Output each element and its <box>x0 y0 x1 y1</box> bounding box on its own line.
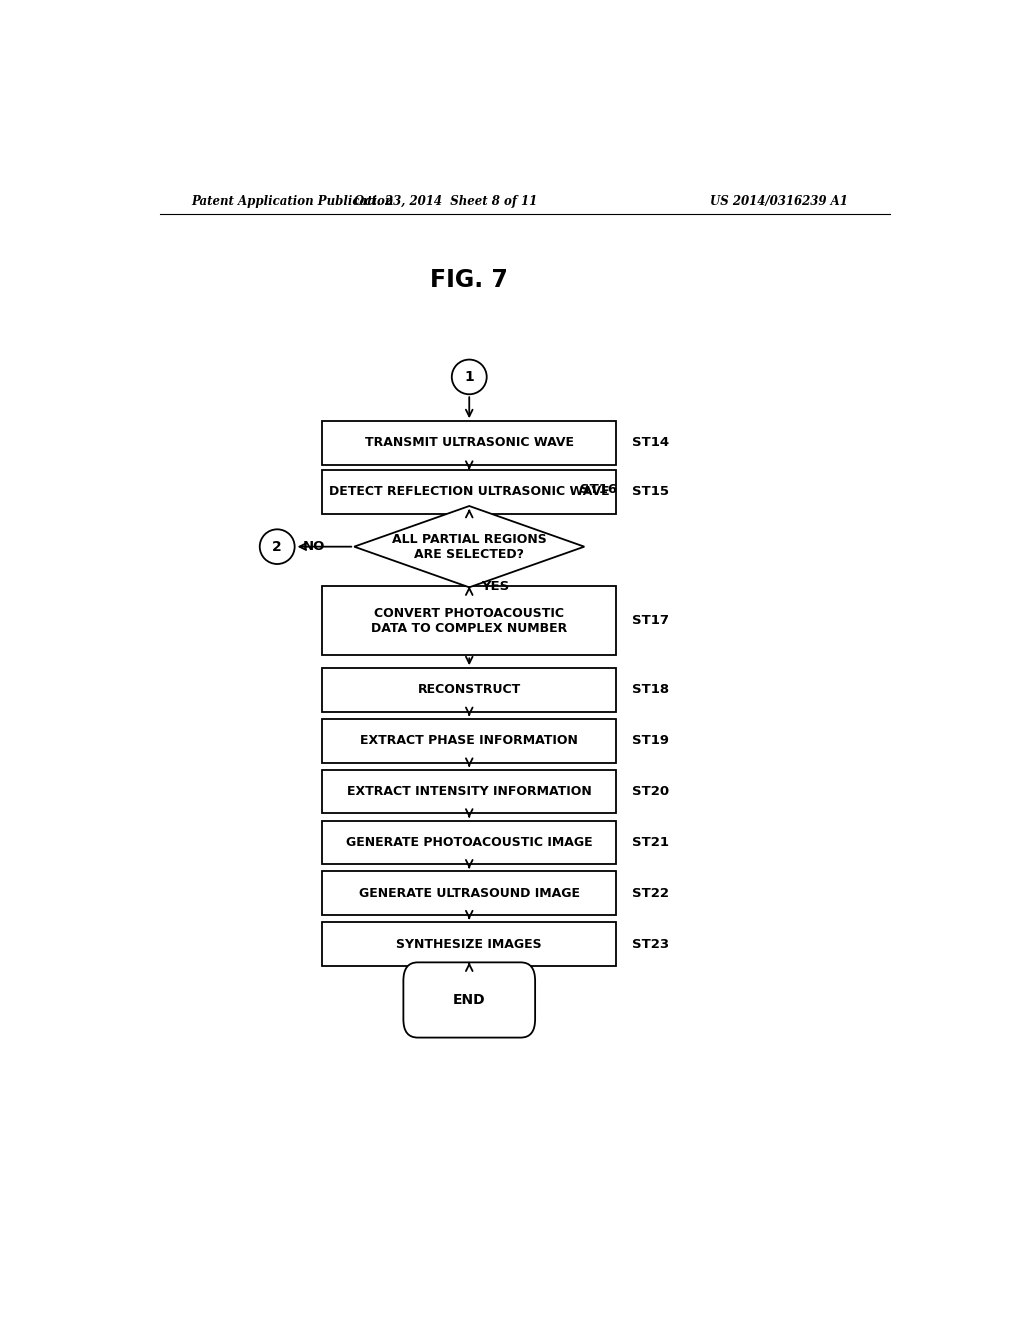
Text: GENERATE PHOTOACOUSTIC IMAGE: GENERATE PHOTOACOUSTIC IMAGE <box>346 836 593 849</box>
Text: SYNTHESIZE IMAGES: SYNTHESIZE IMAGES <box>396 937 542 950</box>
Text: ST17: ST17 <box>632 614 669 627</box>
Text: Oct. 23, 2014  Sheet 8 of 11: Oct. 23, 2014 Sheet 8 of 11 <box>354 194 537 207</box>
Text: US 2014/0316239 A1: US 2014/0316239 A1 <box>710 194 848 207</box>
FancyBboxPatch shape <box>323 668 616 711</box>
Text: CONVERT PHOTOACOUSTIC
DATA TO COMPLEX NUMBER: CONVERT PHOTOACOUSTIC DATA TO COMPLEX NU… <box>371 607 567 635</box>
FancyBboxPatch shape <box>323 871 616 915</box>
Text: EXTRACT PHASE INFORMATION: EXTRACT PHASE INFORMATION <box>360 734 579 747</box>
Text: ST21: ST21 <box>632 836 669 849</box>
Polygon shape <box>354 506 585 587</box>
FancyBboxPatch shape <box>323 470 616 513</box>
Text: GENERATE ULTRASOUND IMAGE: GENERATE ULTRASOUND IMAGE <box>358 887 580 900</box>
Text: ST14: ST14 <box>632 437 669 450</box>
FancyBboxPatch shape <box>323 821 616 865</box>
Text: 1: 1 <box>464 370 474 384</box>
Text: EXTRACT INTENSITY INFORMATION: EXTRACT INTENSITY INFORMATION <box>347 785 592 799</box>
Ellipse shape <box>452 359 486 395</box>
Text: END: END <box>453 993 485 1007</box>
Text: 2: 2 <box>272 540 282 553</box>
Text: ALL PARTIAL REGIONS
ARE SELECTED?: ALL PARTIAL REGIONS ARE SELECTED? <box>392 533 547 561</box>
Text: NO: NO <box>303 540 325 553</box>
FancyBboxPatch shape <box>323 586 616 656</box>
Text: ST18: ST18 <box>632 684 669 697</box>
FancyBboxPatch shape <box>323 421 616 465</box>
Text: Patent Application Publication: Patent Application Publication <box>191 194 394 207</box>
Text: ST15: ST15 <box>632 486 669 498</box>
FancyBboxPatch shape <box>323 719 616 763</box>
FancyBboxPatch shape <box>323 770 616 813</box>
Text: RECONSTRUCT: RECONSTRUCT <box>418 684 521 697</box>
Ellipse shape <box>260 529 295 564</box>
Text: ST23: ST23 <box>632 937 669 950</box>
Text: TRANSMIT ULTRASONIC WAVE: TRANSMIT ULTRASONIC WAVE <box>365 437 573 450</box>
FancyBboxPatch shape <box>323 923 616 966</box>
Text: YES: YES <box>481 581 509 593</box>
Text: DETECT REFLECTION ULTRASONIC WAVE: DETECT REFLECTION ULTRASONIC WAVE <box>329 486 609 498</box>
Text: ST19: ST19 <box>632 734 669 747</box>
Text: FIG. 7: FIG. 7 <box>430 268 508 292</box>
Text: ST20: ST20 <box>632 785 669 799</box>
FancyBboxPatch shape <box>403 962 536 1038</box>
Text: ST22: ST22 <box>632 887 669 900</box>
Text: ST16: ST16 <box>581 483 617 496</box>
